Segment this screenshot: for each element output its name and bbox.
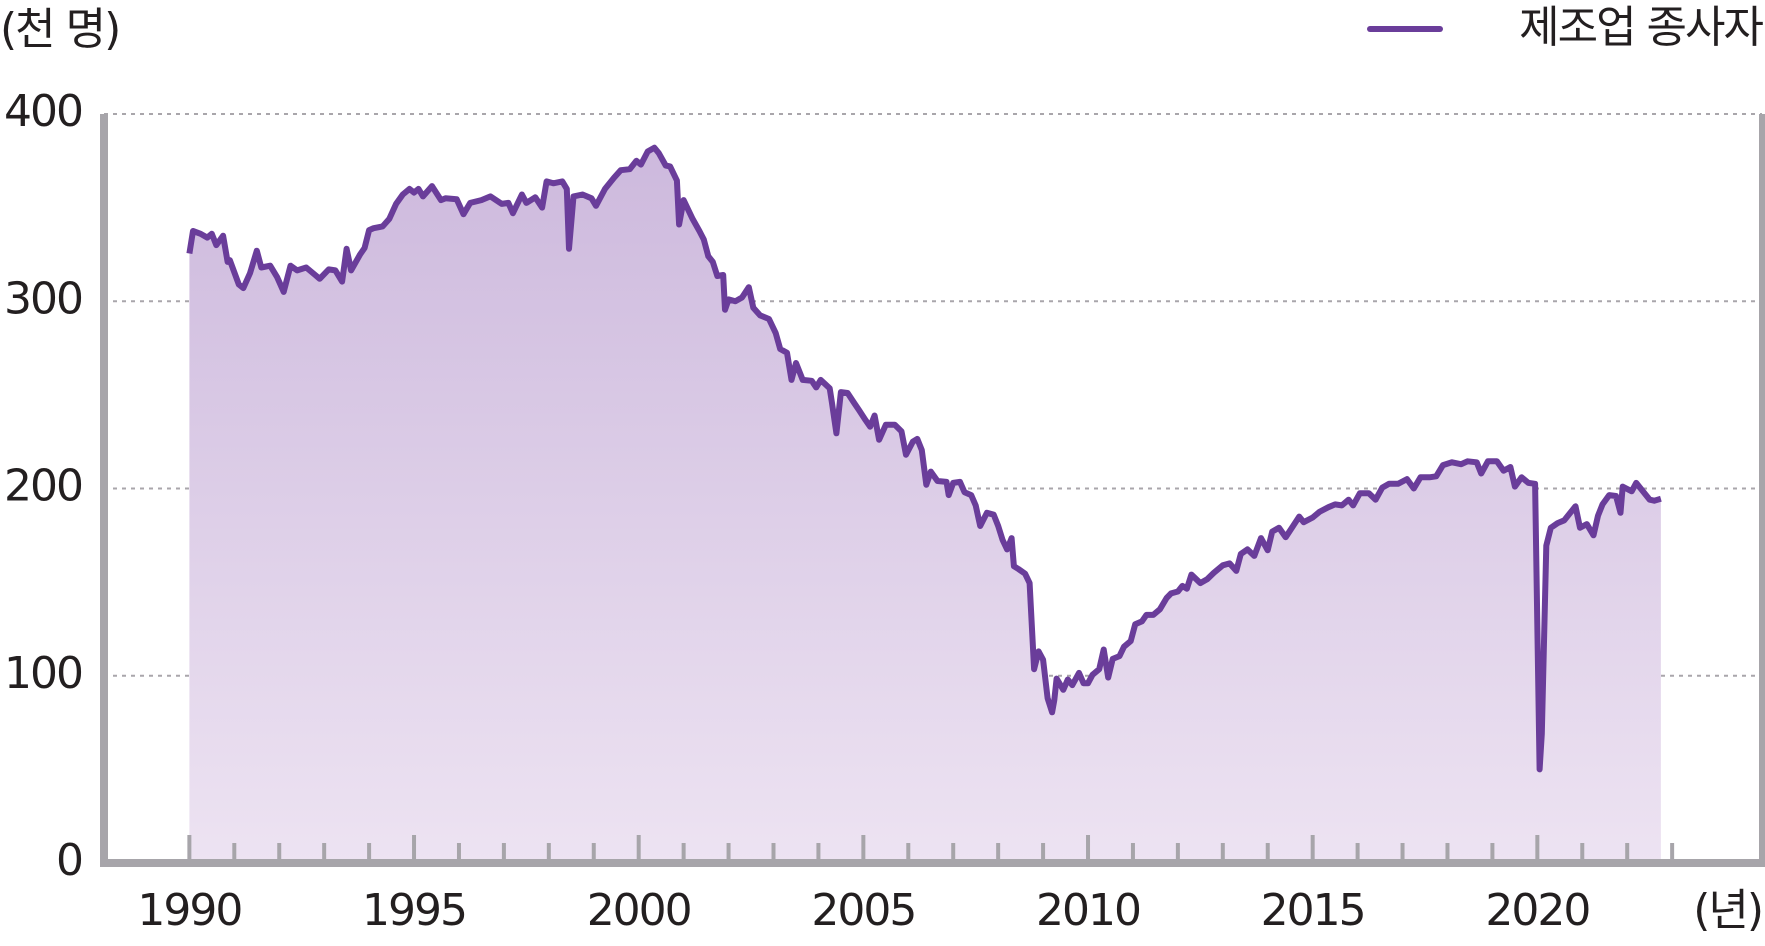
y-unit-label: (천 명) (0, 4, 119, 55)
x-tick-label: 2010 (1036, 885, 1140, 936)
y-tick-label: 300 (4, 273, 82, 324)
x-tick-label: 2005 (811, 885, 915, 936)
x-tick-label: 1990 (137, 885, 241, 936)
x-tick-label: 1995 (362, 885, 466, 936)
y-tick-label: 200 (4, 461, 82, 512)
x-unit-label: (년) (1693, 885, 1762, 936)
x-tick-label: 2015 (1261, 885, 1365, 936)
y-tick-label: 100 (4, 648, 82, 699)
y-tick-label: 400 (4, 86, 82, 137)
legend-label: 제조업 종사자 (1519, 2, 1763, 53)
x-tick-label: 2000 (587, 885, 691, 936)
x-tick-label: 2020 (1485, 885, 1589, 936)
area (189, 147, 1661, 863)
y-tick-label: 0 (56, 835, 82, 886)
line (186, 144, 1662, 773)
